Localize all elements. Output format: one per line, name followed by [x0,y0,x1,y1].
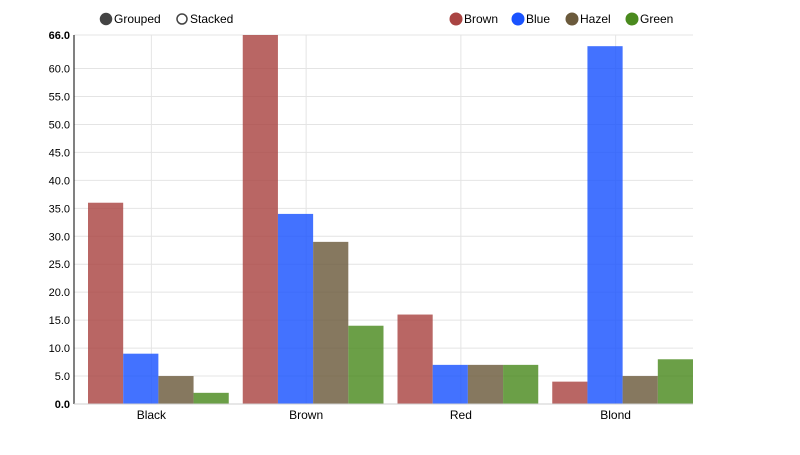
x-axis: Black Brown Red Blond [74,403,693,422]
y-tick-label: 40.0 [49,175,70,187]
bar-hazel-black[interactable] [158,376,194,404]
y-tick-label: 35.0 [49,203,70,215]
y-tick-label: 50.0 [49,119,70,131]
bar-brown-blond[interactable] [552,381,588,404]
legend-item-brown[interactable]: Brown [449,12,498,26]
bar-hazel-brown[interactable] [313,241,349,404]
legend-item-hazel[interactable]: Hazel [565,12,611,26]
legend-swatch-icon[interactable] [511,12,525,26]
legend-label[interactable]: Blue [526,12,550,26]
grouped-option[interactable]: Grouped [99,12,161,26]
grouped-label[interactable]: Grouped [114,12,161,26]
x-tick-label: Red [450,408,472,422]
mode-controls: Grouped Stacked [99,12,233,26]
bar-hazel-blond[interactable] [622,376,658,404]
y-tick-label: 5.0 [55,371,70,383]
y-tick-label: 10.0 [49,343,70,355]
y-tick-label: 30.0 [49,231,70,243]
bar-brown-red[interactable] [397,314,433,404]
legend-item-blue[interactable]: Blue [511,12,550,26]
y-tick-label: 55.0 [49,92,70,104]
legend: Brown Blue Hazel Green [449,12,673,26]
grouped-radio-icon[interactable] [99,12,113,26]
legend-item-green[interactable]: Green [625,12,673,26]
x-tick-label: Brown [289,408,323,422]
y-tick-label: 66.0 [49,30,70,42]
legend-swatch-icon[interactable] [449,12,463,26]
y-tick-label: 20.0 [49,287,70,299]
bars [88,35,693,404]
bar-hazel-red[interactable] [467,364,504,404]
bar-green-blond[interactable] [657,359,693,404]
y-tick-label: 25.0 [49,259,70,271]
bar-blue-red[interactable] [432,364,468,404]
bar-blue-brown[interactable] [277,213,314,404]
x-tick-label: Blond [600,408,631,422]
y-tick-label: 0.0 [55,399,70,411]
bar-green-brown[interactable] [348,325,384,404]
y-tick-label: 45.0 [49,147,70,159]
x-tick-label: Black [137,408,167,422]
y-tick-label: 60.0 [49,64,70,76]
y-axis: 0.0 5.0 10.0 15.0 20.0 25.0 30.0 35.0 40.0 45.0 50… [49,30,75,411]
bar-blue-blond[interactable] [587,46,623,404]
stacked-option[interactable]: Stacked [176,12,233,26]
bar-green-red[interactable] [503,364,539,404]
legend-swatch-icon[interactable] [625,12,639,26]
stacked-label[interactable]: Stacked [190,12,233,26]
bar-blue-black[interactable] [123,353,159,404]
bar-brown-brown[interactable] [242,35,278,404]
legend-swatch-icon[interactable] [565,12,579,26]
bar-brown-black[interactable] [88,202,124,404]
legend-label[interactable]: Green [640,12,673,26]
stacked-radio-icon[interactable] [176,13,188,25]
bar-green-black[interactable] [193,392,229,404]
y-tick-label: 15.0 [49,315,70,327]
legend-label[interactable]: Brown [464,12,498,26]
legend-label[interactable]: Hazel [580,12,611,26]
